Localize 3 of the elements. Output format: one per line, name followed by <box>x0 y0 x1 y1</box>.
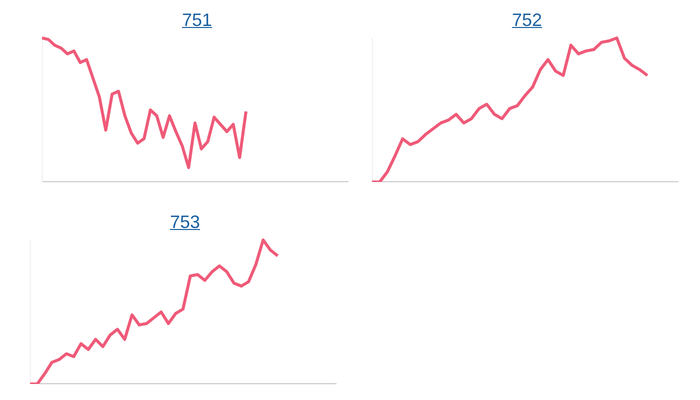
chart-title: 751 <box>180 9 214 32</box>
chart-title: 753 <box>168 211 202 234</box>
chart-title: 752 <box>510 9 544 32</box>
